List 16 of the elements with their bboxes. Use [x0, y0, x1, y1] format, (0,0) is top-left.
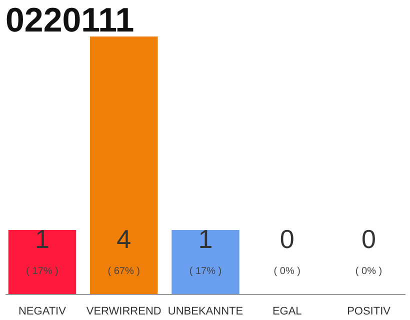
data-label: 1	[198, 224, 213, 254]
x-tick-label: NEGATIV	[18, 306, 67, 318]
x-tick-label: EGAL	[272, 306, 302, 318]
data-label: 4	[116, 224, 132, 254]
annotation: ( 67% )	[108, 266, 140, 277]
x-tick-label: VERWIRREND	[86, 306, 162, 318]
data-label: 0	[362, 224, 376, 254]
annotation: ( 17% )	[26, 266, 58, 277]
annotation: ( 17% )	[189, 266, 222, 277]
chart-title: 0220111	[6, 2, 134, 40]
x-tick-label: UNBEKANNTE	[168, 306, 244, 318]
x-tick-label: POSITIV	[347, 306, 392, 318]
annotation: ( 0% )	[274, 266, 300, 277]
annotation: ( 0% )	[355, 266, 382, 277]
data-label: 0	[280, 224, 294, 254]
data-label: 1	[35, 224, 50, 254]
